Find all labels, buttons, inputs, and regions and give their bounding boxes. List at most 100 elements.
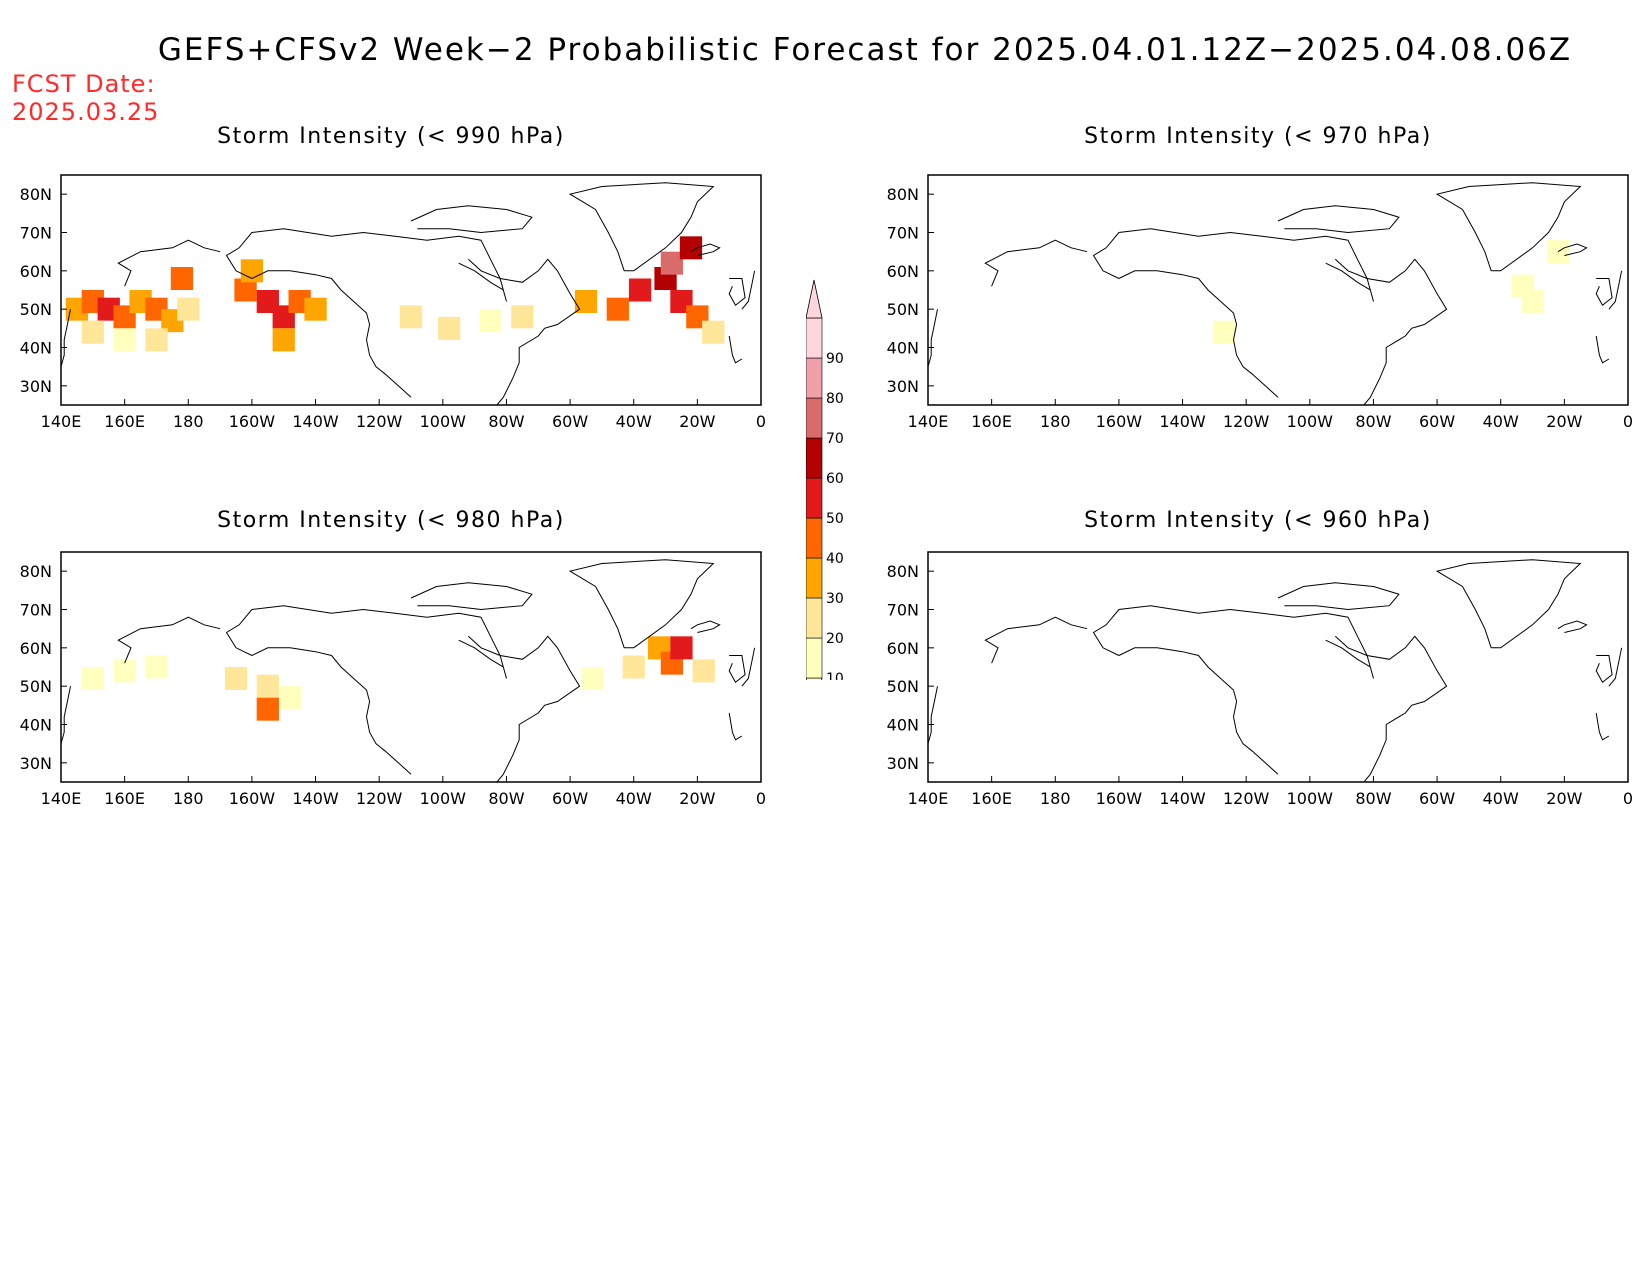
coastline xyxy=(1557,620,1588,633)
coastline xyxy=(225,605,581,783)
coastline xyxy=(1435,182,1582,272)
colorbar-label: 10 xyxy=(826,671,844,680)
colorbar-segment xyxy=(806,517,823,559)
y-tick-label: 60N xyxy=(20,262,52,281)
x-tick-label: 140E xyxy=(41,412,82,431)
coastline xyxy=(741,647,756,687)
y-tick-label: 80N xyxy=(887,185,919,204)
map-panel-980hpa: 140E 160E 180 160W 140W 120W 100W 80W 60W 40W 20W 0… xyxy=(20,551,766,808)
probability-cell xyxy=(692,659,715,683)
colorbar: 10 20 30 40 50 60 70 80 90 xyxy=(806,279,844,680)
coastline xyxy=(1092,605,1448,783)
x-tick-label: 60W xyxy=(552,412,588,431)
coastline xyxy=(60,309,71,367)
forecast-date-value: 2025.03.25 xyxy=(12,98,160,126)
probability-cell xyxy=(170,267,194,290)
plot-frame xyxy=(60,174,762,406)
x-tick-label: 120W xyxy=(1223,412,1270,431)
coastline xyxy=(984,616,1088,664)
coastline xyxy=(458,635,507,679)
coastline xyxy=(117,239,221,287)
colorbar-segment xyxy=(806,557,823,599)
y-tick-label: 50N xyxy=(887,300,919,319)
y-tick-label: 70N xyxy=(20,601,52,620)
x-tick-label: 40W xyxy=(616,412,652,431)
colorbar-label: 80 xyxy=(826,391,844,407)
plot-background xyxy=(928,552,1628,782)
coastline xyxy=(117,616,221,664)
probability-cell xyxy=(606,297,629,321)
x-tick-label: 100W xyxy=(420,789,467,808)
coastline xyxy=(251,270,412,398)
y-tick-label: 70N xyxy=(887,224,919,243)
coastline xyxy=(1595,712,1610,741)
probability-cell xyxy=(234,278,257,302)
x-tick-label: 100W xyxy=(420,412,467,431)
x-tick-label: 140W xyxy=(1159,789,1206,808)
coastline xyxy=(225,228,581,406)
probability-cell xyxy=(438,316,461,340)
plot-frame xyxy=(927,174,1629,406)
coastline xyxy=(690,243,721,256)
probability-cell xyxy=(256,697,279,721)
probability-cell xyxy=(622,655,645,679)
map-panel-990hpa: 140E 160E 180 160W 140W 120W 100W 80W 60W 40W 20W 0… xyxy=(20,174,766,431)
x-tick-label: 180 xyxy=(173,789,204,808)
y-tick-label: 70N xyxy=(887,601,919,620)
colorbar-label: 20 xyxy=(826,631,844,647)
x-tick-label: 40W xyxy=(616,789,652,808)
probability-cell xyxy=(399,305,423,329)
probability-cell xyxy=(581,667,604,690)
coastline xyxy=(458,258,507,302)
coastline xyxy=(690,620,721,633)
y-tick-label: 50N xyxy=(20,300,52,319)
coastline xyxy=(1595,278,1613,307)
panel-title-990: Storm Intensity (< 990 hPa) xyxy=(217,124,565,149)
coastline xyxy=(728,655,746,684)
colorbar-label: 50 xyxy=(826,511,844,527)
colorbar-segment xyxy=(806,397,823,439)
colorbar-segment xyxy=(806,317,823,359)
x-tick-label: 140W xyxy=(292,412,339,431)
coastline xyxy=(1118,647,1279,775)
coastline xyxy=(568,182,715,272)
y-tick-label: 80N xyxy=(20,562,52,581)
x-tick-label: 0 xyxy=(1623,412,1633,431)
x-tick-label: 180 xyxy=(173,412,204,431)
x-tick-label: 160W xyxy=(1096,789,1143,808)
coastline xyxy=(410,205,533,234)
x-tick-label: 120W xyxy=(356,412,403,431)
forecast-date-label: FCST Date: xyxy=(12,70,156,98)
coastline xyxy=(1595,655,1613,684)
y-tick-label: 30N xyxy=(20,377,52,396)
y-tick-label: 40N xyxy=(20,716,52,735)
colorbar-segment xyxy=(806,437,823,479)
x-tick-label: 80W xyxy=(1355,789,1391,808)
colorbar-label: 40 xyxy=(826,551,844,567)
panel-title-970: Storm Intensity (< 970 hPa) xyxy=(1084,124,1432,149)
x-tick-label: 0 xyxy=(1623,789,1633,808)
y-tick-label: 40N xyxy=(20,339,52,358)
probability-cell xyxy=(660,251,684,275)
map-panel-970hpa: 140E 160E 180 160W 140W 120W 100W 80W 60W 40W 20W 0… xyxy=(887,174,1633,431)
coastline xyxy=(728,335,743,364)
probability-cell xyxy=(272,328,295,352)
x-tick-label: 60W xyxy=(1419,412,1455,431)
coastline xyxy=(1092,228,1448,406)
x-tick-label: 60W xyxy=(552,789,588,808)
probability-cell xyxy=(1212,320,1236,344)
colorbar-segment xyxy=(806,597,823,639)
probability-cell xyxy=(278,686,302,710)
x-tick-label: 80W xyxy=(1355,412,1391,431)
x-tick-label: 160E xyxy=(104,412,145,431)
x-tick-label: 160W xyxy=(1096,412,1143,431)
coastline xyxy=(1595,335,1610,364)
probability-cell xyxy=(256,674,279,698)
x-tick-label: 100W xyxy=(1287,789,1334,808)
y-tick-label: 80N xyxy=(20,185,52,204)
x-tick-label: 180 xyxy=(1040,412,1071,431)
coastline xyxy=(410,582,533,611)
coastline xyxy=(1325,258,1374,302)
probability-cell xyxy=(304,297,327,321)
x-tick-label: 80W xyxy=(488,412,524,431)
